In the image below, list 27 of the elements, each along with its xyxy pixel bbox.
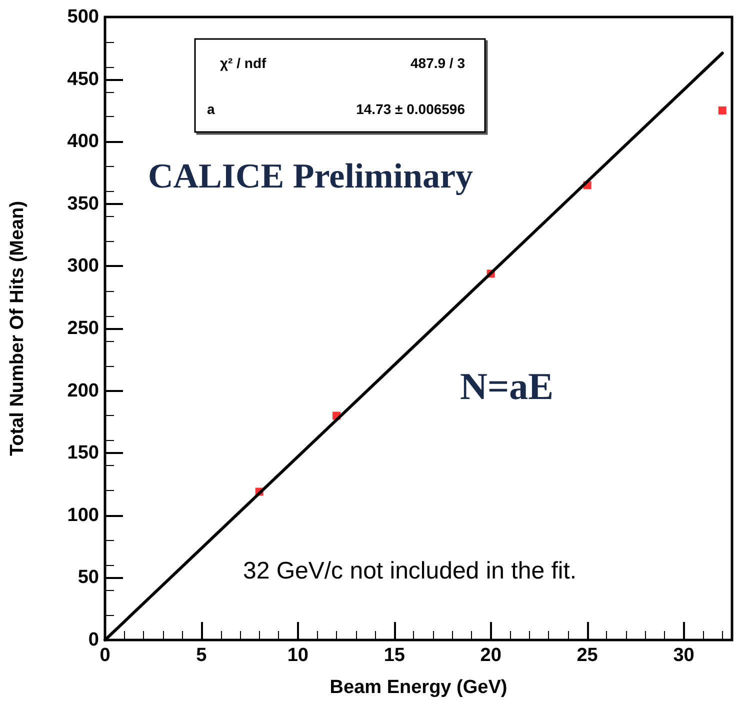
- y-tick-label: 450: [67, 68, 99, 90]
- annotation: 32 GeV/c not included in the fit.: [243, 558, 577, 584]
- x-tick-label: 15: [384, 645, 406, 666]
- y-tick-label: 250: [67, 318, 99, 339]
- y-tick-label: 350: [67, 193, 99, 214]
- y-tick-label: 100: [67, 504, 99, 526]
- annotation: CALICE Preliminary: [148, 156, 474, 196]
- y-tick-label: 0: [88, 630, 99, 650]
- y-tick-label: 400: [67, 131, 99, 152]
- point: [718, 106, 726, 114]
- y-tick-label: 50: [78, 567, 99, 588]
- y-tick-label: 500: [67, 6, 99, 28]
- x-axis-title: Beam Energy (GeV): [330, 677, 508, 698]
- y-tick-label: 300: [67, 256, 99, 277]
- x-tick-label: 20: [480, 645, 502, 666]
- annotation: N=aE: [460, 366, 554, 408]
- y-tick-label: 150: [67, 442, 99, 464]
- x-tick-label: 25: [576, 645, 598, 666]
- annotation: a: [207, 101, 215, 117]
- annotation: χ² / ndf: [220, 55, 266, 71]
- x-tick-label: 5: [196, 645, 208, 666]
- y-tick-label: 200: [67, 380, 99, 402]
- x-tick-label: 30: [673, 645, 694, 666]
- annotation: 14.73 ± 0.006596: [356, 101, 466, 117]
- x-tick-label: 10: [287, 645, 308, 666]
- y-axis-title: Total Number Of Hits (Mean): [7, 200, 28, 456]
- annotation: 487.9 / 3: [410, 55, 466, 71]
